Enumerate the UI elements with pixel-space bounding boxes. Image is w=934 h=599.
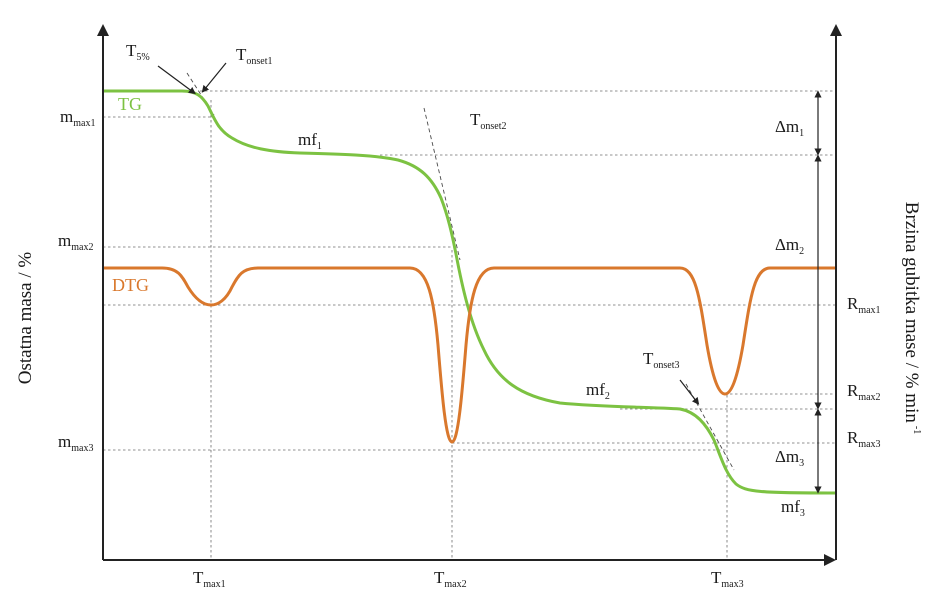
dm3-label: Δm3 <box>775 447 804 469</box>
mf2-label: mf2 <box>586 380 610 402</box>
mmax3-label: mmax3 <box>58 432 93 454</box>
dm1-label: Δm1 <box>775 117 804 139</box>
mf3-label: mf3 <box>781 497 805 519</box>
dtg-label: DTG <box>112 275 149 295</box>
tg-curve <box>103 89 837 495</box>
tonset1-label: Tonset1 <box>236 45 273 67</box>
y-right-title: Brzina gubitka mase / % min-1 <box>901 202 922 434</box>
tonset1-leader <box>201 62 227 93</box>
rmax1-label: Rmax1 <box>847 294 881 316</box>
tmax2-label: Tmax2 <box>434 568 467 590</box>
leader-arrows <box>157 62 700 405</box>
dtg-curve <box>103 266 836 444</box>
rmax2-label: Rmax2 <box>847 381 881 403</box>
tmax3-label: Tmax3 <box>711 568 744 590</box>
tonset2-label: Tonset2 <box>470 110 507 132</box>
y-left-title: Ostatna masa / % <box>15 252 36 385</box>
axes <box>97 24 842 566</box>
tmax1-label: Tmax1 <box>193 568 226 590</box>
guide-lines <box>103 90 836 560</box>
t5-label: T5% <box>126 41 150 63</box>
mf1-label: mf1 <box>298 130 322 152</box>
tg-label: TG <box>118 94 142 114</box>
tangent-tonset2 <box>423 107 461 261</box>
tonset3-leader <box>679 379 700 405</box>
tonset3-label: Tonset3 <box>643 349 680 371</box>
tangent-tonset1 <box>186 72 215 116</box>
dm2-label: Δm2 <box>775 235 804 257</box>
t5-leader <box>157 65 196 95</box>
mmax1-label: mmax1 <box>60 107 95 129</box>
mmax2-label: mmax2 <box>58 231 93 253</box>
rmax3-label: Rmax3 <box>847 428 881 450</box>
